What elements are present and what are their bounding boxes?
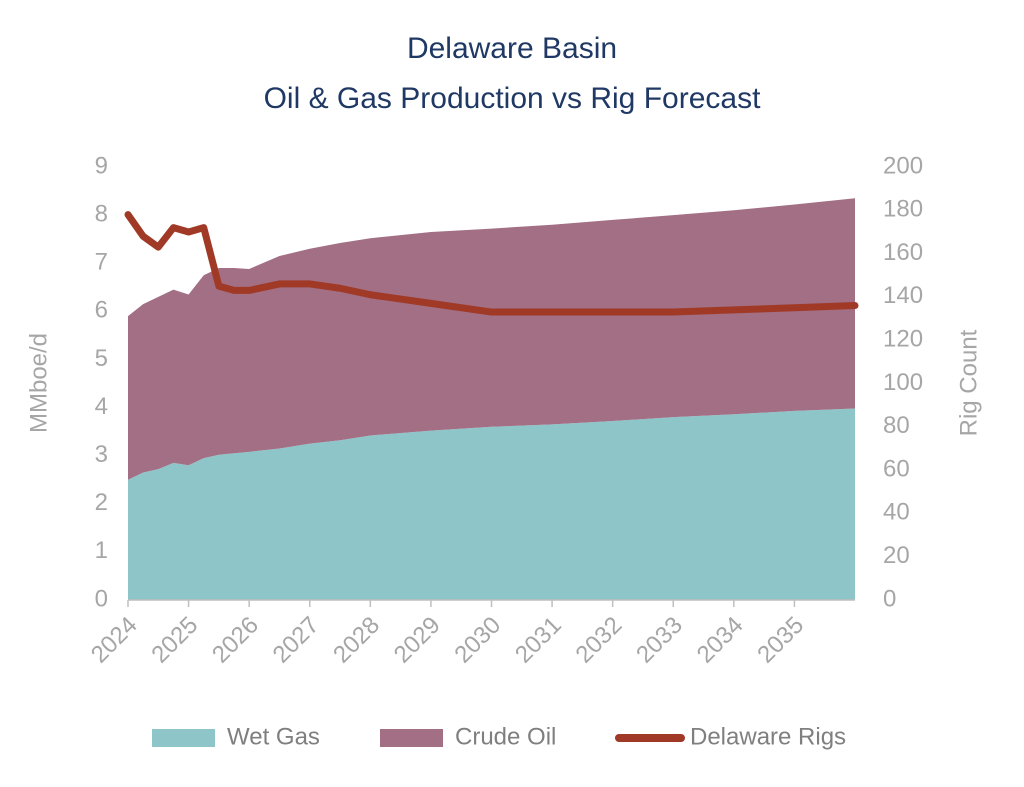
y-tick-label: 8 xyxy=(95,200,108,227)
y2-tick-label: 0 xyxy=(883,585,896,612)
legend-label: Crude Oil xyxy=(455,723,556,750)
chart-title: Delaware Basin xyxy=(407,32,617,65)
y-tick-label: 5 xyxy=(95,345,108,372)
y2-tick-label: 180 xyxy=(883,196,923,223)
line xyxy=(124,211,859,316)
y-tick-label: 2 xyxy=(95,489,108,516)
y2-tick-label: 80 xyxy=(883,412,910,439)
y2-tick-label: 60 xyxy=(883,455,910,482)
y2-tick-label: 100 xyxy=(883,369,923,396)
legend-swatch xyxy=(152,729,215,747)
area xyxy=(128,198,855,480)
y-tick-label: 1 xyxy=(95,537,108,564)
y-tick-label: 7 xyxy=(95,249,108,276)
y2-tick-label: 40 xyxy=(883,499,910,526)
chart-title: Oil & Gas Production vs Rig Forecast xyxy=(264,82,762,115)
y2-tick-label: 140 xyxy=(883,282,923,309)
legend-label: Delaware Rigs xyxy=(690,723,846,750)
area xyxy=(128,408,855,600)
y-tick-label: 9 xyxy=(95,152,108,179)
y2-tick-label: 20 xyxy=(883,542,910,569)
y2-tick-label: 200 xyxy=(883,152,923,179)
y2-tick-label: 120 xyxy=(883,326,923,353)
y-tick-label: 6 xyxy=(95,297,108,324)
y2-tick-label: 160 xyxy=(883,239,923,266)
legend-label: Wet Gas xyxy=(227,723,320,750)
y-tick-label: 0 xyxy=(95,585,108,612)
legend-swatch xyxy=(380,729,443,747)
y-tick-label: 4 xyxy=(95,393,108,420)
y2-axis-title: Rig Count xyxy=(955,329,982,436)
y-axis-title: MMboe/d xyxy=(25,333,52,433)
y-tick-label: 3 xyxy=(95,441,108,468)
